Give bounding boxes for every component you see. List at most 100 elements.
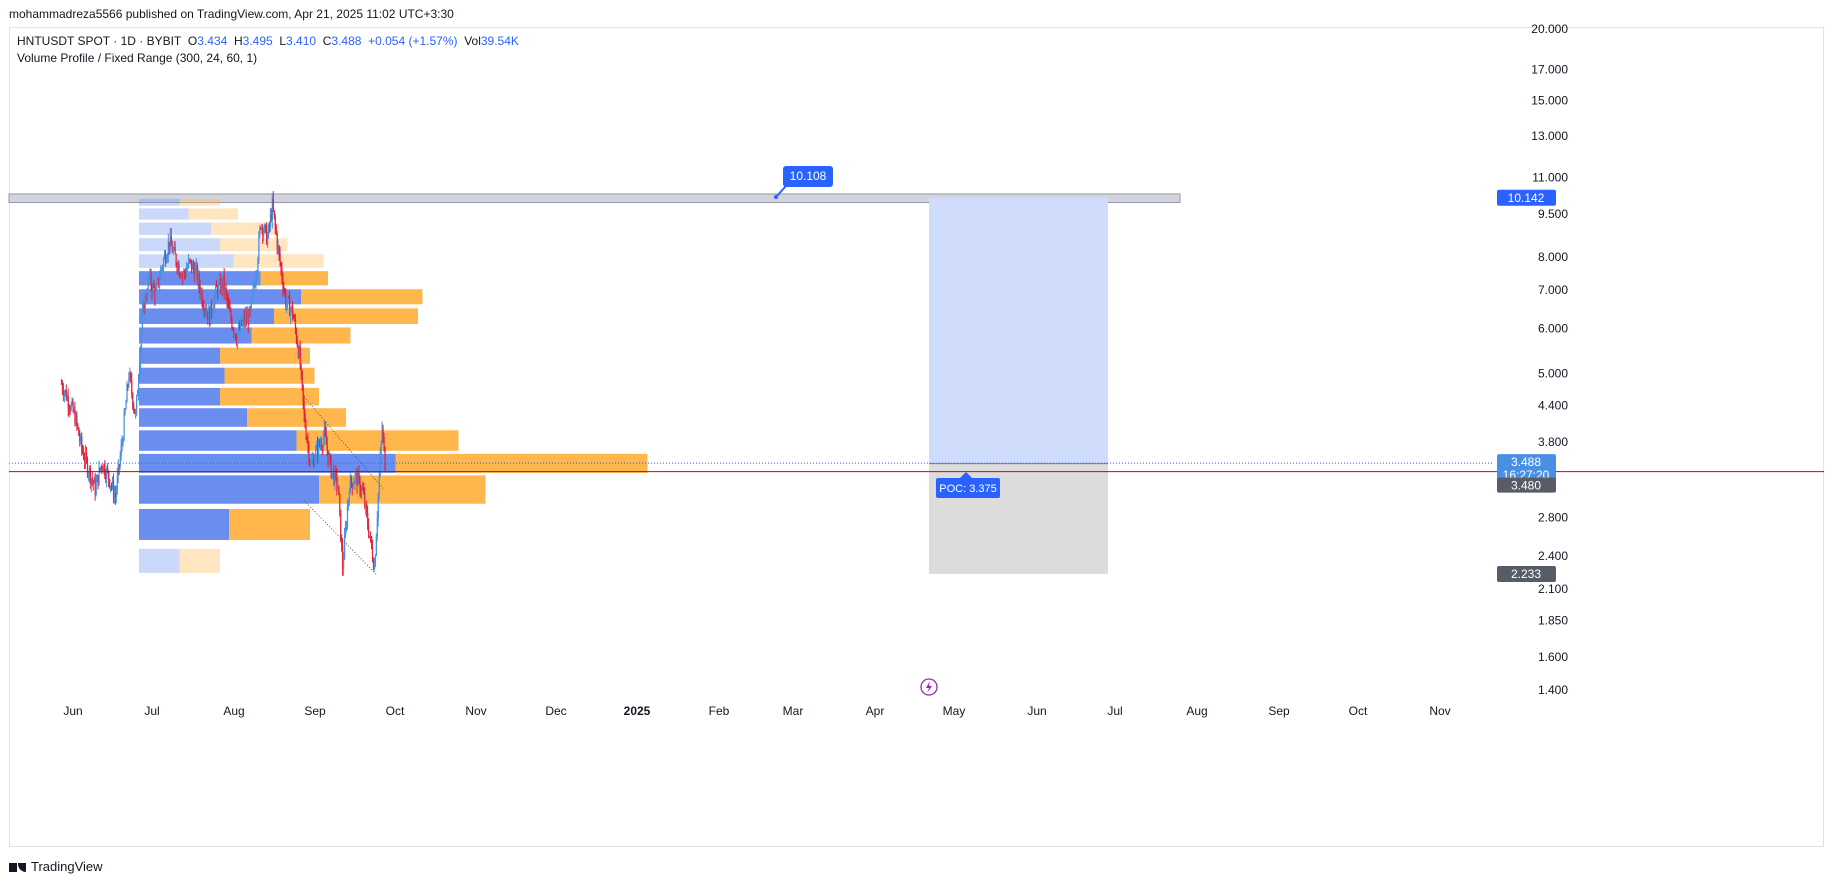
candle-body [199, 286, 201, 295]
close-label: C [322, 34, 332, 48]
candle-body [119, 456, 121, 467]
candle-body [63, 392, 66, 396]
candle-body [237, 334, 239, 344]
vp-bar-up [139, 198, 180, 206]
candle-body [292, 306, 294, 316]
y-tick-label: 1.600 [1538, 650, 1568, 664]
candle-body [362, 487, 364, 490]
candle-body [255, 277, 257, 286]
candle-body [373, 566, 376, 570]
candle-body [282, 279, 284, 290]
candle-body [229, 308, 231, 312]
candle-body [62, 390, 65, 396]
x-tick-label: Mar [783, 704, 804, 718]
candle-body [363, 489, 365, 494]
poc-callout-box [936, 478, 1000, 498]
x-tick-label: 2025 [624, 704, 651, 718]
candle-body [73, 409, 75, 412]
candle-body [207, 311, 209, 319]
candle-body [275, 226, 277, 234]
candle-body [276, 233, 278, 249]
candle-body [239, 326, 241, 330]
candle-body [346, 507, 349, 526]
y-tick-label: 17.000 [1531, 62, 1568, 76]
vp-bar-down [229, 508, 310, 540]
candle-body [89, 468, 92, 484]
candle-body [243, 315, 246, 323]
candle-body [171, 245, 173, 253]
candle-body [348, 493, 351, 499]
high-label: H [233, 34, 243, 48]
candle-body [149, 273, 151, 279]
candle-body [101, 466, 103, 468]
candle-body [90, 478, 92, 484]
candle-body [107, 468, 109, 472]
x-tick-label: May [943, 704, 966, 718]
candle-body [151, 286, 153, 293]
candle-body [227, 300, 229, 303]
candle-body [97, 475, 99, 485]
candle-body [152, 283, 154, 293]
candle-body [173, 246, 175, 250]
x-tick-label: Oct [1349, 704, 1368, 718]
vp-bar-down [247, 408, 346, 427]
candle-body [279, 253, 281, 263]
candle-body [285, 292, 287, 307]
candle-body [241, 320, 244, 326]
candle-body [383, 436, 385, 448]
candle-body [318, 440, 321, 446]
footer-brand[interactable]: TradingView [9, 859, 103, 874]
candle-body [267, 225, 270, 238]
candle-body [269, 214, 272, 226]
vp-bar-up [139, 367, 225, 384]
candle-body [141, 309, 144, 331]
candle-body [367, 512, 369, 526]
candle-body [280, 262, 282, 269]
candle-body [322, 437, 325, 448]
candle-body [384, 447, 386, 471]
candle-body [212, 311, 214, 314]
entry-price-label-text: 3.480 [1511, 479, 1541, 493]
candle-body [156, 282, 158, 290]
candle-body [251, 295, 253, 302]
vp-bar-up [139, 548, 180, 573]
candle-body [359, 477, 361, 493]
candle-body [195, 264, 197, 268]
x-tick-label: Aug [223, 704, 244, 718]
x-tick-label: Jun [63, 704, 82, 718]
candle-body [87, 474, 90, 476]
vp-bar-down [260, 271, 328, 286]
candle-body [228, 302, 230, 309]
candle-body [345, 525, 348, 528]
candle-body [218, 278, 221, 284]
candle-body [333, 470, 335, 484]
candle-body [94, 478, 96, 495]
low-label: L [279, 34, 287, 48]
candle-body [112, 481, 115, 498]
y-tick-label: 9.500 [1538, 207, 1568, 221]
candle-body [68, 407, 70, 409]
candle-body [284, 289, 286, 293]
candle-body [331, 471, 333, 478]
candle-body [153, 283, 155, 288]
vp-bar-down [274, 308, 418, 324]
candle-body [150, 273, 152, 287]
candle-body [189, 259, 191, 261]
candle-body [111, 481, 114, 487]
candle-body [287, 296, 289, 303]
candle-body [124, 409, 126, 414]
candle-body [135, 412, 137, 414]
candle-body [115, 490, 118, 498]
candle-body [78, 427, 80, 436]
candle-body [305, 426, 307, 438]
x-tick-label: Sep [1268, 704, 1290, 718]
candle-body [369, 536, 371, 538]
candle-body [82, 448, 84, 453]
vp-bar-down [251, 327, 351, 344]
candle-body [84, 459, 86, 462]
vp-bar-up [139, 327, 252, 344]
candle-body [145, 296, 147, 300]
current-price-label-box [1497, 454, 1556, 486]
